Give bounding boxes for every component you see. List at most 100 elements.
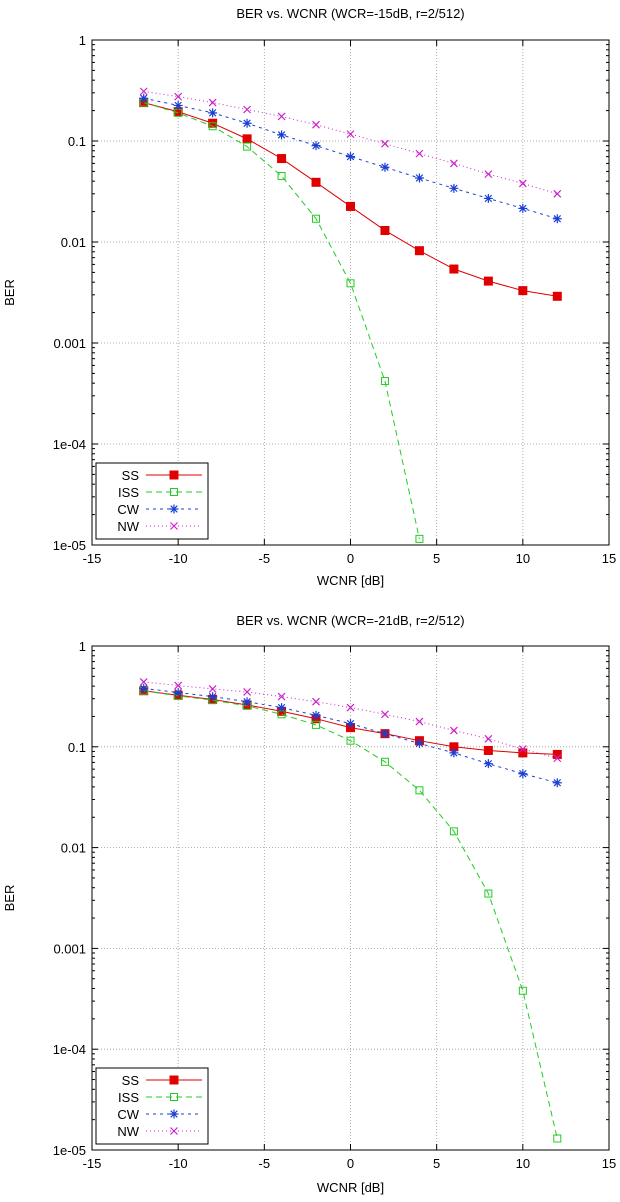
x-tick-label: -10 <box>169 1156 188 1171</box>
y-tick-label: 0.001 <box>53 336 86 351</box>
data-point-ss <box>483 276 493 286</box>
data-point-cw <box>414 173 424 183</box>
data-point-nw <box>208 685 217 693</box>
legend-label-iss: ISS <box>118 1090 139 1105</box>
data-point-nw <box>243 688 252 696</box>
y-tick-label: 1e-04 <box>53 437 86 452</box>
x-tick-label: 15 <box>602 551 616 566</box>
data-point-cw <box>208 108 218 118</box>
plot-frame <box>91 645 610 1151</box>
data-point-ss <box>277 154 287 164</box>
legend-box <box>95 1067 209 1145</box>
y-tick-label: 0.1 <box>68 134 86 149</box>
series-line-iss <box>143 102 420 539</box>
chart-panel-1: BER vs. WCNR (WCR=-15dB, r=2/512) -15 -10 -… <box>2 6 616 588</box>
data-point-ss <box>311 177 321 187</box>
legend-label-ss: SS <box>122 1073 140 1088</box>
data-point-iss <box>380 757 389 766</box>
y-tick-label: 1e-04 <box>53 1042 86 1057</box>
data-point-ss <box>518 286 528 296</box>
data-point-cw <box>483 193 493 203</box>
data-point-iss <box>277 172 286 181</box>
y-tick-label: 1 <box>79 33 86 48</box>
data-point-cw <box>277 703 287 713</box>
series-line-iss <box>143 690 558 1139</box>
data-point-nw <box>518 179 527 188</box>
data-point-iss <box>208 122 217 131</box>
data-point-nw <box>484 170 493 179</box>
series-cw <box>139 93 562 224</box>
x-axis-label: WCNR [dB] <box>317 573 384 588</box>
data-point-cw <box>449 748 459 758</box>
data-point-iss <box>243 142 252 151</box>
data-point-iss <box>312 720 321 729</box>
legend-marker-cw <box>169 504 179 514</box>
data-point-nw <box>174 681 183 690</box>
plot-frame <box>91 39 610 546</box>
x-axis-label: WCNR [dB] <box>317 1180 384 1195</box>
legend-label-nw: NW <box>117 1124 139 1139</box>
x-tick-label: -10 <box>169 551 188 566</box>
data-point-cw <box>449 183 459 193</box>
legend: SS ISS CW NW <box>95 462 209 540</box>
legend-marker-ss <box>169 1075 179 1085</box>
y-tick-label: 0.01 <box>61 841 86 856</box>
data-point-nw <box>449 159 458 168</box>
data-point-cw <box>208 692 218 702</box>
chart-panel-2: BER vs. WCNR (WCR=-21dB, r=2/512) -15 -10 -… <box>2 613 616 1195</box>
data-point-iss <box>484 889 493 898</box>
data-point-cw <box>311 141 321 151</box>
data-point-iss <box>346 736 355 745</box>
legend-marker-nw <box>170 522 178 530</box>
y-tick-label: 1e-05 <box>53 1143 86 1158</box>
data-point-cw <box>518 769 528 779</box>
data-point-nw <box>243 105 252 114</box>
data-point-cw <box>552 778 562 788</box>
data-point-ss <box>483 745 493 755</box>
data-point-ss <box>346 201 355 211</box>
data-point-nw <box>553 754 562 763</box>
data-point-nw <box>346 703 355 712</box>
y-tick-label: 0.01 <box>61 235 86 250</box>
data-point-ss <box>380 225 390 235</box>
y-tick-label: 0.1 <box>68 740 86 755</box>
x-tick-label: -15 <box>83 1156 102 1171</box>
chart-title: BER vs. WCNR (WCR=-15dB, r=2/512) <box>236 6 464 21</box>
data-point-cw <box>173 100 183 110</box>
y-tick-label: 0.001 <box>53 941 86 956</box>
data-point-nw <box>553 189 562 198</box>
y-axis-label: BER <box>2 279 17 306</box>
legend-marker-ss <box>169 470 179 480</box>
series-nw <box>139 678 562 763</box>
data-point-nw <box>312 697 320 706</box>
data-point-nw <box>312 120 320 129</box>
data-point-iss <box>415 534 424 543</box>
legend-label-iss: ISS <box>118 485 139 500</box>
data-point-nw <box>381 139 389 148</box>
data-point-nw <box>346 130 355 139</box>
data-point-nw <box>484 734 493 743</box>
data-point-ss <box>242 134 252 144</box>
data-point-nw <box>277 692 286 701</box>
data-point-nw <box>174 92 183 101</box>
legend-label-cw: CW <box>117 502 139 517</box>
x-tick-label: 0 <box>347 1156 354 1171</box>
data-point-cw <box>139 93 149 103</box>
data-point-nw <box>449 726 458 735</box>
series-nw <box>139 87 562 198</box>
data-point-nw <box>415 149 424 158</box>
data-point-nw <box>139 678 148 686</box>
data-point-cw <box>518 203 528 213</box>
x-tick-label: -5 <box>259 1156 271 1171</box>
data-point-cw <box>414 738 424 748</box>
y-tick-label: 1e-05 <box>53 538 86 553</box>
y-axis-label: BER <box>2 885 17 912</box>
data-point-cw <box>277 130 287 140</box>
y-tick-label: 1 <box>79 639 86 654</box>
legend-box <box>95 462 209 540</box>
data-point-cw <box>380 162 390 172</box>
legend-label-cw: CW <box>117 1107 139 1122</box>
data-point-iss <box>518 986 527 995</box>
data-point-nw <box>139 87 148 96</box>
